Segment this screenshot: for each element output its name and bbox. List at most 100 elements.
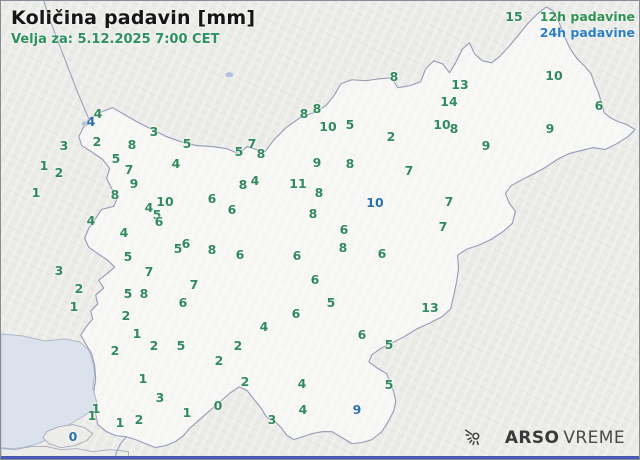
station-value-12h: 7 (438, 218, 448, 234)
station-value-12h: 6 (292, 247, 302, 263)
station-value-12h: 5 (152, 206, 162, 222)
lake-icon (225, 72, 234, 78)
station-value-12h: 6 (178, 294, 188, 310)
station-value-12h: 5 (182, 135, 192, 151)
station-value-12h: 3 (149, 123, 159, 139)
neighbor-border-istria (114, 436, 127, 459)
station-value-12h: 7 (444, 193, 454, 209)
station-value-12h: 1 (115, 414, 125, 430)
station-value-12h: 5 (345, 116, 355, 132)
station-value-12h: 4 (298, 401, 308, 417)
station-value-12h: 5 (384, 376, 394, 392)
station-value-12h: 5 (123, 248, 133, 264)
station-value-12h: 8 (312, 100, 322, 116)
station-value-12h: 1 (132, 325, 142, 341)
station-value-12h: 4 (259, 318, 269, 334)
station-value-12h: 1 (182, 404, 192, 420)
station-value-12h: 9 (129, 175, 139, 191)
bottom-accent-bar (1, 456, 639, 459)
station-value-12h: 4 (93, 105, 103, 121)
station-value-12h: 1 (138, 370, 148, 386)
station-value-12h: 2 (149, 337, 159, 353)
station-value-12h: 1 (39, 157, 49, 173)
station-value-12h: 7 (189, 276, 199, 292)
station-value-24h: 9 (352, 401, 362, 417)
station-value-12h: 1 (69, 298, 79, 314)
station-value-12h: 10 (433, 116, 451, 132)
station-value-24h: 0 (68, 428, 78, 444)
sun-icon (464, 429, 480, 446)
station-value-12h: 8 (127, 136, 137, 152)
station-value-12h: 3 (54, 262, 64, 278)
station-value-12h: 6 (181, 235, 191, 251)
station-value-12h: 7 (404, 162, 414, 178)
station-value-12h: 1 (31, 184, 41, 200)
station-value-12h: 8 (449, 120, 459, 136)
station-value-12h: 10 (319, 118, 337, 134)
station-value-12h: 6 (310, 271, 320, 287)
station-value-12h: 6 (357, 326, 367, 342)
station-value-12h: 9 (312, 154, 322, 170)
station-value-12h: 7 (144, 263, 154, 279)
page-title: Količina padavin [mm] (11, 7, 256, 29)
station-value-12h: 1 (91, 400, 101, 416)
station-value-12h: 5 (111, 150, 121, 166)
station-value-12h: 2 (54, 164, 64, 180)
station-value-12h: 11 (289, 175, 307, 191)
station-value-12h: 2 (92, 133, 102, 149)
station-value-12h: 2 (214, 352, 224, 368)
station-value-12h: 9 (481, 137, 491, 153)
station-value-12h: 8 (139, 285, 149, 301)
station-value-12h: 8 (299, 105, 309, 121)
station-value-12h: 15 (505, 8, 523, 24)
station-value-12h: 7 (247, 135, 257, 151)
station-value-12h: 2 (121, 307, 131, 323)
station-value-12h: 8 (314, 184, 324, 200)
legend-12h-label: 12h padavine (539, 9, 635, 24)
slovenia-border (78, 6, 636, 449)
station-value-12h: 8 (256, 145, 266, 161)
station-value-12h: 8 (389, 68, 399, 84)
station-value-12h: 8 (345, 155, 355, 171)
station-value-12h: 4 (144, 199, 154, 215)
station-value-12h: 7 (124, 161, 134, 177)
station-value-12h: 4 (297, 375, 307, 391)
station-value-12h: 4 (119, 224, 129, 240)
istria-land (1, 446, 129, 459)
station-value-12h: 3 (59, 137, 69, 153)
arso-logo: ARSO VREME (463, 427, 625, 449)
piran-peninsula (42, 424, 94, 449)
station-value-12h: 6 (235, 246, 245, 262)
station-value-12h: 6 (207, 190, 217, 206)
station-value-12h: 5 (123, 285, 133, 301)
station-value-12h: 6 (594, 97, 604, 113)
station-value-12h: 14 (440, 93, 458, 109)
station-value-12h: 5 (176, 337, 186, 353)
station-value-12h: 1 (87, 407, 97, 423)
brand-vreme: VREME (563, 428, 625, 448)
station-value-12h: 13 (451, 76, 469, 92)
station-value-12h: 5 (384, 336, 394, 352)
legend: 12h padavine 24h padavine (540, 9, 635, 41)
neighbor-border-nw (43, 1, 90, 119)
station-value-12h: 0 (213, 397, 223, 413)
station-value-12h: 13 (421, 299, 439, 315)
map-header: Količina padavin [mm] Velja za: 5.12.202… (11, 7, 255, 47)
station-value-12h: 8 (308, 205, 318, 221)
station-value-12h: 8 (110, 186, 120, 202)
legend-24h-label: 24h padavine (539, 25, 635, 40)
station-value-12h: 5 (326, 294, 336, 310)
sea (1, 333, 99, 449)
station-value-12h: 2 (240, 373, 250, 389)
station-value-24h: 4 (86, 113, 96, 129)
station-value-12h: 2 (74, 280, 84, 296)
station-value-12h: 6 (339, 221, 349, 237)
station-value-24h: 10 (366, 194, 384, 210)
station-value-12h: 2 (233, 337, 243, 353)
station-value-12h: 5 (173, 240, 183, 256)
lake-icon (81, 121, 90, 127)
station-value-12h: 3 (155, 389, 165, 405)
brand-arso: ARSO (504, 428, 560, 448)
